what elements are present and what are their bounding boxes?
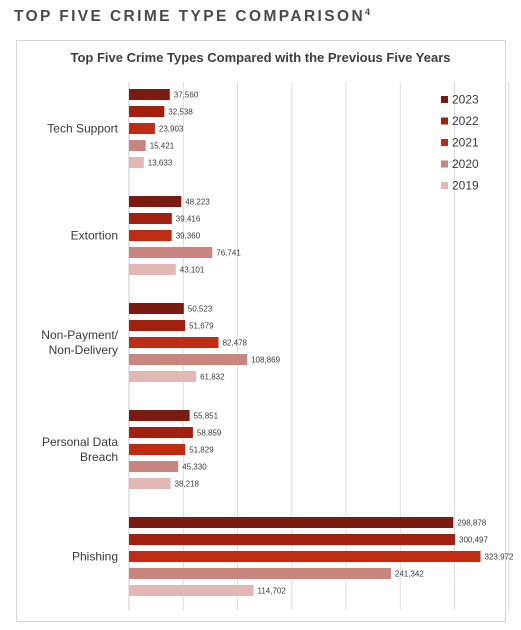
legend-swatch — [441, 96, 448, 103]
chart-frame — [16, 40, 506, 622]
data-label: 15,421 — [150, 142, 175, 151]
bar — [129, 585, 254, 596]
category-label: Personal Data — [42, 435, 118, 449]
data-label: 61,832 — [200, 373, 225, 382]
bar — [129, 337, 219, 348]
data-label: 300,497 — [459, 536, 488, 545]
bar — [129, 123, 155, 134]
data-label: 114,702 — [258, 587, 287, 596]
category-label: Phishing — [72, 550, 118, 564]
legend-label: 2020 — [452, 157, 479, 171]
data-label: 55,851 — [194, 412, 219, 421]
bar — [129, 427, 193, 438]
data-label: 48,223 — [185, 198, 210, 207]
data-label: 108,869 — [251, 356, 280, 365]
bar — [129, 196, 182, 207]
bar — [129, 517, 454, 528]
legend-label: 2019 — [452, 179, 479, 193]
legend-label: 2022 — [452, 114, 479, 128]
bar — [129, 320, 186, 331]
data-label: 58,859 — [197, 429, 222, 438]
bar — [129, 106, 165, 117]
category-label: Tech Support — [47, 122, 118, 136]
bar — [129, 303, 184, 314]
page-heading: TOP FIVE CRIME TYPE COMPARISON4 — [14, 7, 370, 26]
data-label: 50,523 — [188, 305, 213, 314]
bar — [129, 568, 391, 579]
bar — [129, 410, 190, 421]
data-label: 39,416 — [176, 215, 201, 224]
chart-title: Top Five Crime Types Compared with the P… — [70, 50, 451, 65]
data-label: 43,101 — [180, 266, 205, 275]
data-label: 37,560 — [174, 91, 199, 100]
data-label: 32,538 — [168, 108, 193, 117]
category-label: Extortion — [71, 229, 118, 243]
data-label: 76,741 — [216, 249, 241, 258]
bar — [129, 478, 171, 489]
legend-label: 2021 — [452, 136, 479, 150]
bar — [129, 230, 172, 241]
legend-swatch — [441, 182, 448, 189]
data-label: 51,679 — [189, 322, 214, 331]
bar — [129, 89, 170, 100]
page-heading-footnote: 4 — [365, 7, 371, 17]
data-label: 51,829 — [189, 446, 214, 455]
data-label: 38,218 — [175, 480, 200, 489]
bar — [129, 371, 197, 382]
data-label: 13,633 — [148, 159, 173, 168]
data-label: 298,878 — [457, 519, 486, 528]
bar — [129, 444, 186, 455]
data-label: 45,330 — [182, 463, 207, 472]
legend-swatch — [441, 160, 448, 168]
data-label: 39,360 — [176, 232, 201, 241]
bar — [129, 354, 248, 365]
legend-label: 2023 — [452, 93, 479, 107]
data-label: 23,903 — [159, 125, 184, 134]
bar — [129, 213, 172, 224]
legend-swatch — [441, 117, 448, 125]
bar — [129, 461, 179, 472]
legend-swatch — [441, 139, 448, 146]
bar — [129, 157, 144, 168]
bar — [129, 247, 213, 258]
data-label: 82,478 — [223, 339, 248, 348]
category-label: Non-Delivery — [49, 343, 118, 357]
bar — [129, 140, 146, 151]
page-heading-text: TOP FIVE CRIME TYPE COMPARISON — [14, 8, 366, 26]
data-label: 241,342 — [395, 570, 424, 579]
data-label: 323,972 — [485, 553, 514, 562]
category-label: Non-Payment/ — [41, 328, 118, 342]
bar — [129, 534, 455, 545]
bar — [129, 551, 481, 562]
category-label: Breach — [80, 450, 118, 464]
bar — [129, 264, 176, 275]
